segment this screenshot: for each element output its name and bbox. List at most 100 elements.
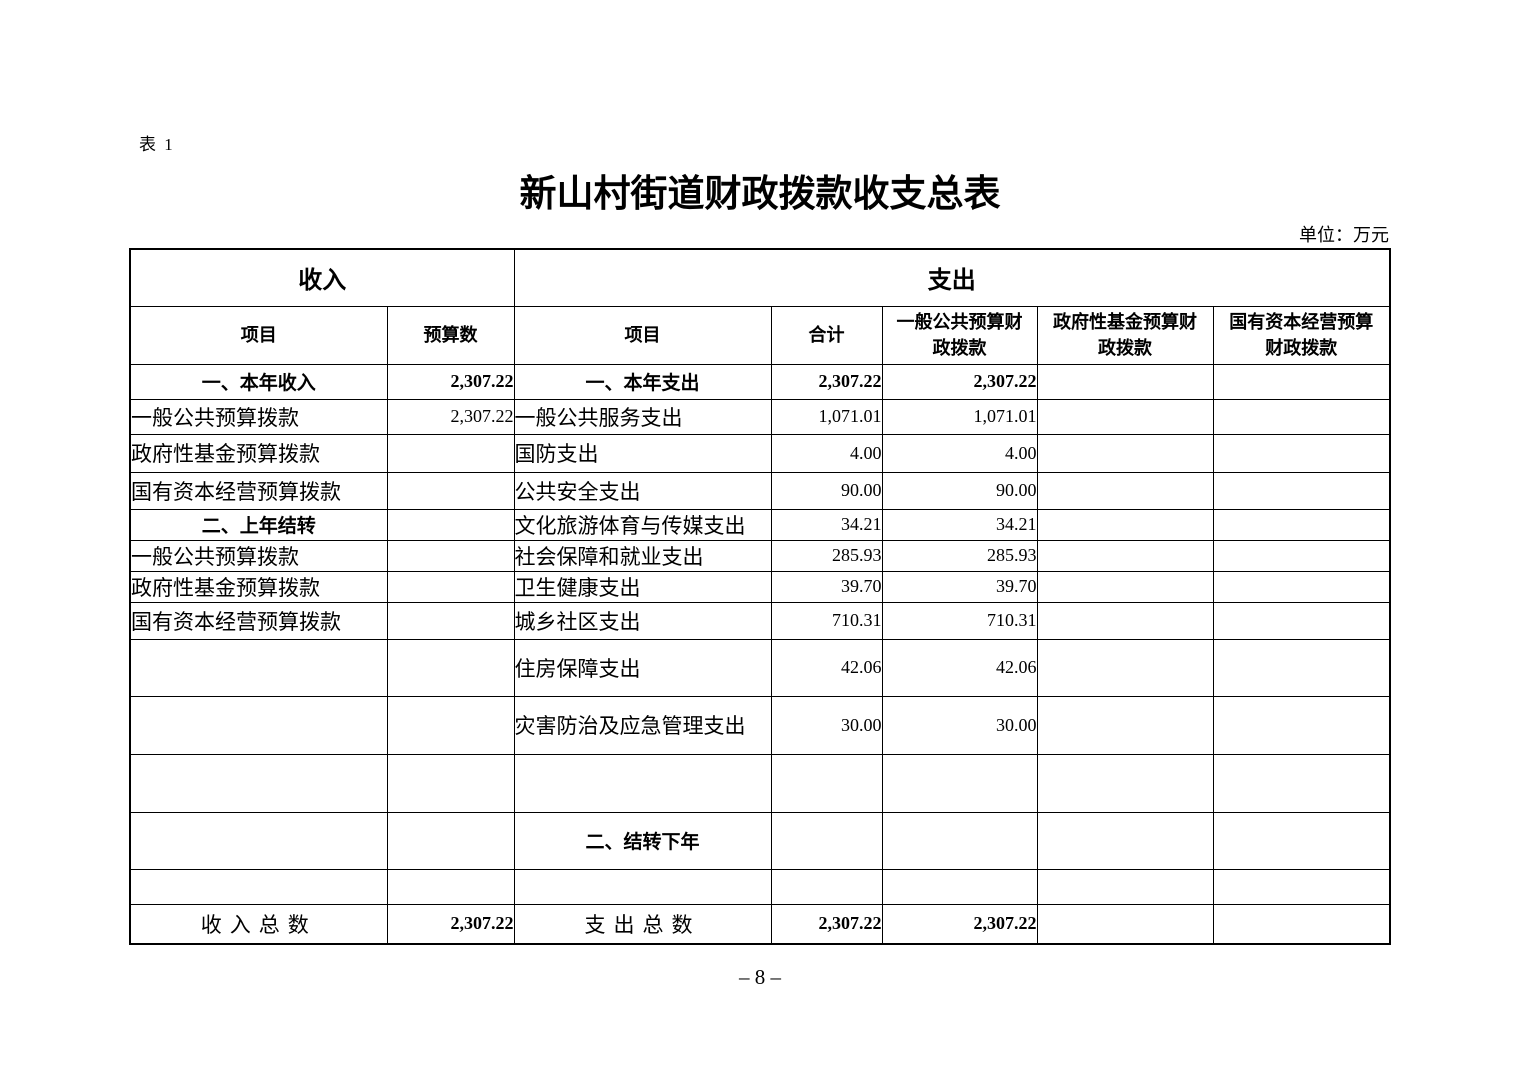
income-item-cell [129,638,388,697]
income-budget-cell: 2,307.22 [386,903,515,945]
expense-gov-fund-cell [1036,508,1214,541]
table-row: 二、结转下年 [129,811,1391,870]
expense-state-capital-cell [1212,433,1391,473]
expense-gov-fund-cell [1036,539,1214,572]
table-row [129,753,1391,813]
expense-item-cell [513,868,772,905]
income-item-cell: 一般公共预算拨款 [129,398,388,435]
expense-gov-fund-cell [1036,868,1214,905]
expense-gov-fund-cell [1036,695,1214,755]
table-row: 国有资本经营预算拨款 城乡社区支出 710.31 710.31 [129,601,1391,640]
expense-item-cell: 公共安全支出 [513,471,772,510]
expense-total-cell [770,868,883,905]
expense-state-capital-cell [1212,868,1391,905]
expense-gov-fund-cell [1036,471,1214,510]
expense-general-budget-cell: 39.70 [881,570,1038,603]
expense-general-budget-cell [881,753,1038,813]
page-title: 新山村街道财政拨款收支总表 [519,174,1001,215]
income-item-cell: 二、上年结转 [129,508,388,541]
expense-general-budget-cell: 710.31 [881,601,1038,640]
expense-general-budget-cell [881,811,1038,870]
income-budget-cell [386,508,515,541]
income-budget-cell [386,433,515,473]
income-budget-cell [386,471,515,510]
income-budget-cell [386,811,515,870]
page-number: – 8 – [739,965,781,989]
expense-item-cell: 支出总数 [513,903,772,945]
expense-gov-fund-cell [1036,570,1214,603]
income-budget-cell [386,539,515,572]
expense-total-cell: 4.00 [770,433,883,473]
income-item-cell: 政府性基金预算拨款 [129,433,388,473]
expense-item-cell: 国防支出 [513,433,772,473]
expense-item-cell: 住房保障支出 [513,638,772,697]
table-row: 二、上年结转 文化旅游体育与传媒支出 34.21 34.21 [129,508,1391,541]
expense-general-budget-cell: 42.06 [881,638,1038,697]
expense-general-budget-cell: 1,071.01 [881,398,1038,435]
income-item-cell [129,695,388,755]
expense-state-capital-cell [1212,398,1391,435]
expense-state-capital-cell [1212,601,1391,640]
expense-total-cell: 2,307.22 [770,363,883,400]
income-budget-cell [386,601,515,640]
expense-gov-fund-cell [1036,398,1214,435]
expense-item-cell: 社会保障和就业支出 [513,539,772,572]
expense-item-cell: 一般公共服务支出 [513,398,772,435]
expense-state-capital-cell [1212,539,1391,572]
expense-total-header: 合计 [770,305,883,365]
income-budget-cell [386,638,515,697]
expense-total-cell [770,753,883,813]
section-header-row: 收入 支出 [129,248,1391,307]
expense-state-capital-cell [1212,903,1391,945]
income-item-cell [129,753,388,813]
expense-item-cell: 文化旅游体育与传媒支出 [513,508,772,541]
table-body: 一、本年收入 2,307.22 一、本年支出 2,307.22 2,307.22 一般公共… [129,363,1391,945]
expense-gov-fund-cell [1036,433,1214,473]
expense-section-header: 支出 [513,248,1391,307]
expense-gov-fund-cell [1036,811,1214,870]
expense-item-cell: 卫生健康支出 [513,570,772,603]
expense-total-cell [770,811,883,870]
expense-state-capital-cell [1212,695,1391,755]
table-row: 灾害防治及应急管理支出 30.00 30.00 [129,695,1391,755]
income-item-cell: 政府性基金预算拨款 [129,570,388,603]
income-item-cell: 一、本年收入 [129,363,388,400]
expense-total-cell: 39.70 [770,570,883,603]
income-item-cell: 国有资本经营预算拨款 [129,471,388,510]
income-budget-header: 预算数 [386,305,515,365]
income-section-header: 收入 [129,248,515,307]
expense-gov-fund-cell [1036,363,1214,400]
expense-total-cell: 2,307.22 [770,903,883,945]
expense-state-capital-header: 国有资本经营预算 财政拨款 [1212,305,1391,365]
expense-gov-fund-header: 政府性基金预算财 政拨款 [1036,305,1214,365]
expense-item-cell: 一、本年支出 [513,363,772,400]
income-budget-cell [386,753,515,813]
expense-item-cell: 二、结转下年 [513,811,772,870]
expense-general-budget-cell: 90.00 [881,471,1038,510]
expense-total-cell: 42.06 [770,638,883,697]
expense-general-budget-cell: 2,307.22 [881,903,1038,945]
income-item-cell: 一般公共预算拨款 [129,539,388,572]
expense-total-cell: 710.31 [770,601,883,640]
table-row: 一、本年收入 2,307.22 一、本年支出 2,307.22 2,307.22 [129,363,1391,400]
expense-general-budget-cell: 4.00 [881,433,1038,473]
expense-item-cell: 灾害防治及应急管理支出 [513,695,772,755]
table-row: 住房保障支出 42.06 42.06 [129,638,1391,697]
table-label: 表 1 [139,135,175,154]
expense-item-cell: 城乡社区支出 [513,601,772,640]
expense-total-cell: 90.00 [770,471,883,510]
expense-state-capital-cell [1212,471,1391,510]
income-budget-cell [386,695,515,755]
expense-gov-fund-cell [1036,903,1214,945]
budget-summary-table: 收入 支出 项目 预算数 项目 合计 一般公共预算财 政拨款 政府性基金预算财 … [129,248,1392,945]
income-item-cell: 收入总数 [129,903,388,945]
expense-item-cell [513,753,772,813]
expense-state-capital-cell [1212,570,1391,603]
income-budget-cell: 2,307.22 [386,363,515,400]
unit-note: 单位：万元 [1299,225,1389,245]
expense-general-budget-cell: 34.21 [881,508,1038,541]
table-row: 国有资本经营预算拨款 公共安全支出 90.00 90.00 [129,471,1391,510]
column-header-row: 项目 预算数 项目 合计 一般公共预算财 政拨款 政府性基金预算财 政拨款 国有… [129,305,1391,365]
expense-item-header: 项目 [513,305,772,365]
expense-general-budget-cell: 30.00 [881,695,1038,755]
